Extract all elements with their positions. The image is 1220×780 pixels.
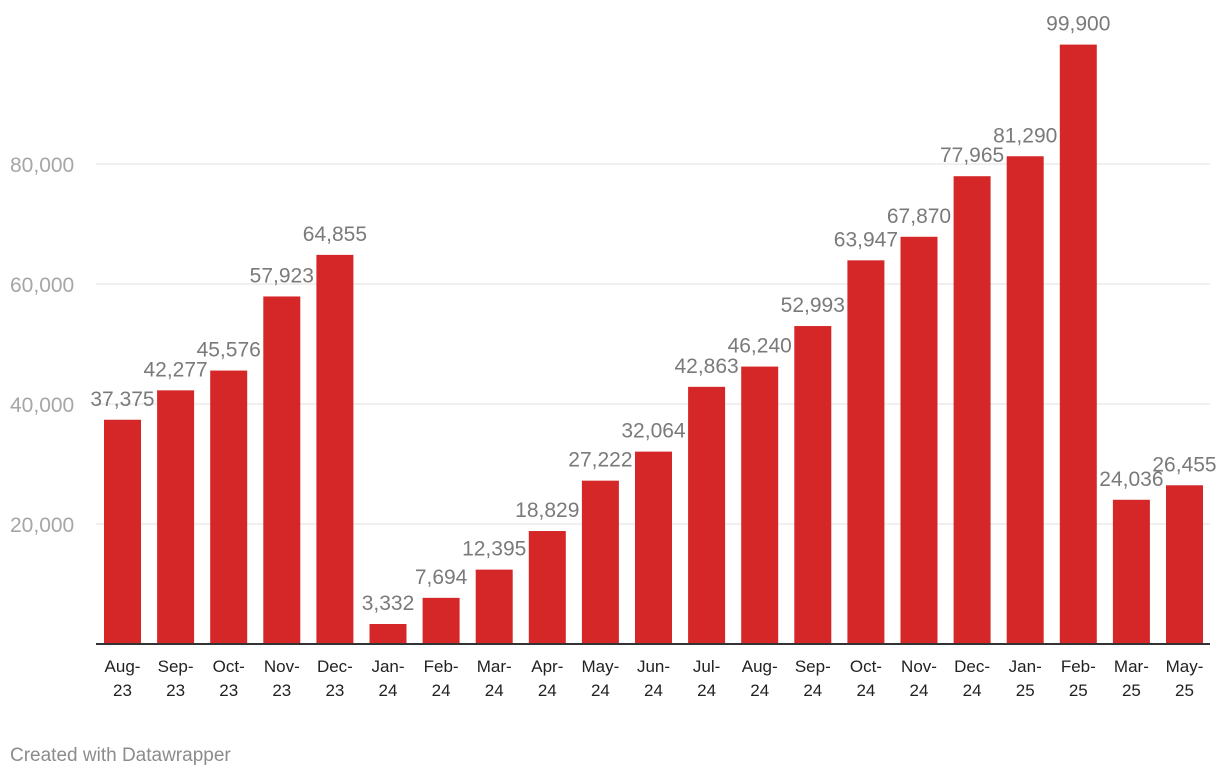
bar <box>1059 44 1097 645</box>
data-label: 7,694 <box>415 566 468 589</box>
x-tick-label: Mar-25 <box>1114 657 1149 700</box>
bar <box>210 370 248 644</box>
data-label: 18,829 <box>515 499 579 522</box>
bar <box>688 386 726 644</box>
data-label: 67,870 <box>887 205 951 228</box>
x-tick-label: Dec-23 <box>317 657 353 700</box>
data-label: 12,395 <box>462 538 526 561</box>
x-tick-label: Sep-23 <box>158 657 194 700</box>
x-tick-label: Apr-24 <box>531 657 563 700</box>
x-tick-label: Oct-24 <box>850 657 882 700</box>
x-tick-label: Jan-24 <box>371 657 404 700</box>
data-label: 24,036 <box>1099 468 1163 491</box>
x-tick-label: Aug-23 <box>105 657 141 700</box>
x-tick-label: Mar-24 <box>477 657 512 700</box>
bar <box>263 296 301 644</box>
bar <box>741 366 779 644</box>
bar <box>104 419 141 644</box>
bar <box>369 624 407 644</box>
x-tick-label: Oct-23 <box>213 657 245 700</box>
x-tick-label: Aug-24 <box>742 657 778 700</box>
data-label: 45,576 <box>197 339 261 362</box>
x-tick-label: Dec-24 <box>954 657 990 700</box>
data-label: 77,965 <box>940 144 1004 167</box>
bar <box>635 451 672 644</box>
bar <box>847 260 885 644</box>
data-label: 57,923 <box>250 264 314 287</box>
x-tick-label: May-25 <box>1166 657 1204 700</box>
y-tick-label: 40,000 <box>10 394 74 417</box>
bar <box>900 236 938 644</box>
x-tick-label: Jan-25 <box>1009 657 1042 700</box>
data-label: 46,240 <box>728 335 792 358</box>
data-label: 99,900 <box>1046 13 1110 36</box>
bar-chart: 20,000 40,000 60,000 80,000 37,375 42,27745,… <box>10 13 1217 700</box>
category-labels: Aug-23 Sep-23 Oct-23 Nov-23 Dec-23 Jan-24 Feb-… <box>105 657 1204 700</box>
bar <box>953 176 991 644</box>
bar <box>581 480 619 644</box>
x-tick-label: Nov-24 <box>901 657 937 700</box>
data-label: 64,855 <box>303 223 367 246</box>
x-tick-label: Nov-23 <box>264 657 300 700</box>
x-tick-label: Feb-25 <box>1061 657 1096 700</box>
x-tick-label: May-24 <box>582 657 620 700</box>
bar <box>1112 499 1150 644</box>
data-label: 42,863 <box>674 355 738 378</box>
data-label: 27,222 <box>568 449 632 472</box>
data-label: 81,290 <box>993 124 1057 147</box>
x-tick-label: Jun-24 <box>637 657 670 700</box>
data-label: 3,332 <box>362 592 415 615</box>
bar <box>157 390 195 644</box>
data-label: 63,947 <box>834 228 898 251</box>
bar <box>475 569 513 644</box>
data-label: 26,455 <box>1152 453 1216 476</box>
x-tick-label: Feb-24 <box>424 657 459 700</box>
y-tick-label: 60,000 <box>10 274 74 297</box>
x-tick-label: Sep-24 <box>795 657 831 700</box>
bar <box>316 254 354 644</box>
y-tick-label: 80,000 <box>10 154 74 177</box>
data-label: 32,064 <box>621 420 686 443</box>
data-label: 42,277 <box>143 358 207 381</box>
y-tick-label: 20,000 <box>10 514 74 537</box>
bars <box>104 44 1203 645</box>
data-label: 52,993 <box>781 294 845 317</box>
bar <box>528 531 566 644</box>
bar <box>794 326 832 644</box>
data-label: 37,375 <box>90 388 154 411</box>
bar <box>1006 156 1044 644</box>
datawrapper-credit: Created with Datawrapper <box>10 745 231 766</box>
bar <box>1166 485 1203 644</box>
bar <box>422 597 460 644</box>
x-tick-label: Jul-24 <box>693 657 720 700</box>
